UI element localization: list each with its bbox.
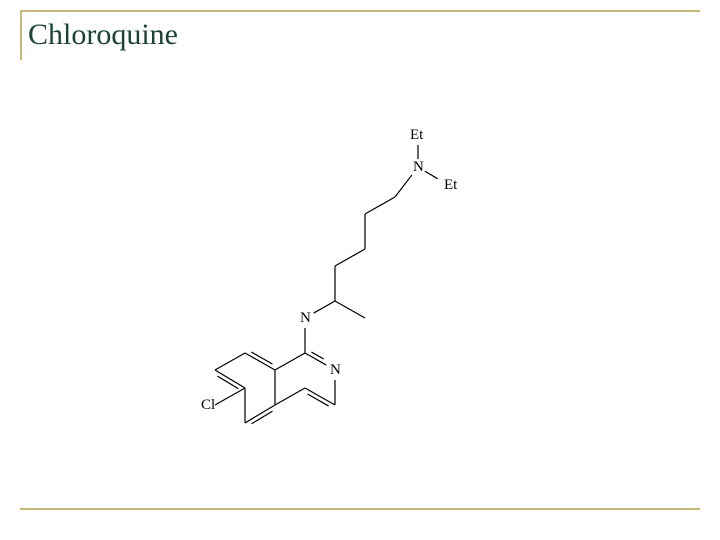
atom-label-cl: Cl bbox=[201, 397, 215, 414]
structure-svg bbox=[190, 105, 470, 460]
atom-label-et2: Et bbox=[444, 177, 457, 194]
slide: Chloroquine Cl N N N Et Et bbox=[0, 0, 720, 540]
atom-label-n_ring: N bbox=[330, 362, 341, 379]
border-bottom bbox=[20, 508, 700, 510]
border-left bbox=[20, 10, 22, 60]
atom-label-n_amine: N bbox=[300, 310, 311, 327]
atom-label-n_top: N bbox=[413, 159, 424, 176]
atom-label-et1: Et bbox=[410, 127, 423, 144]
page-title: Chloroquine bbox=[28, 18, 178, 52]
chemical-structure: Cl N N N Et Et bbox=[190, 105, 470, 460]
border-top bbox=[20, 10, 700, 12]
